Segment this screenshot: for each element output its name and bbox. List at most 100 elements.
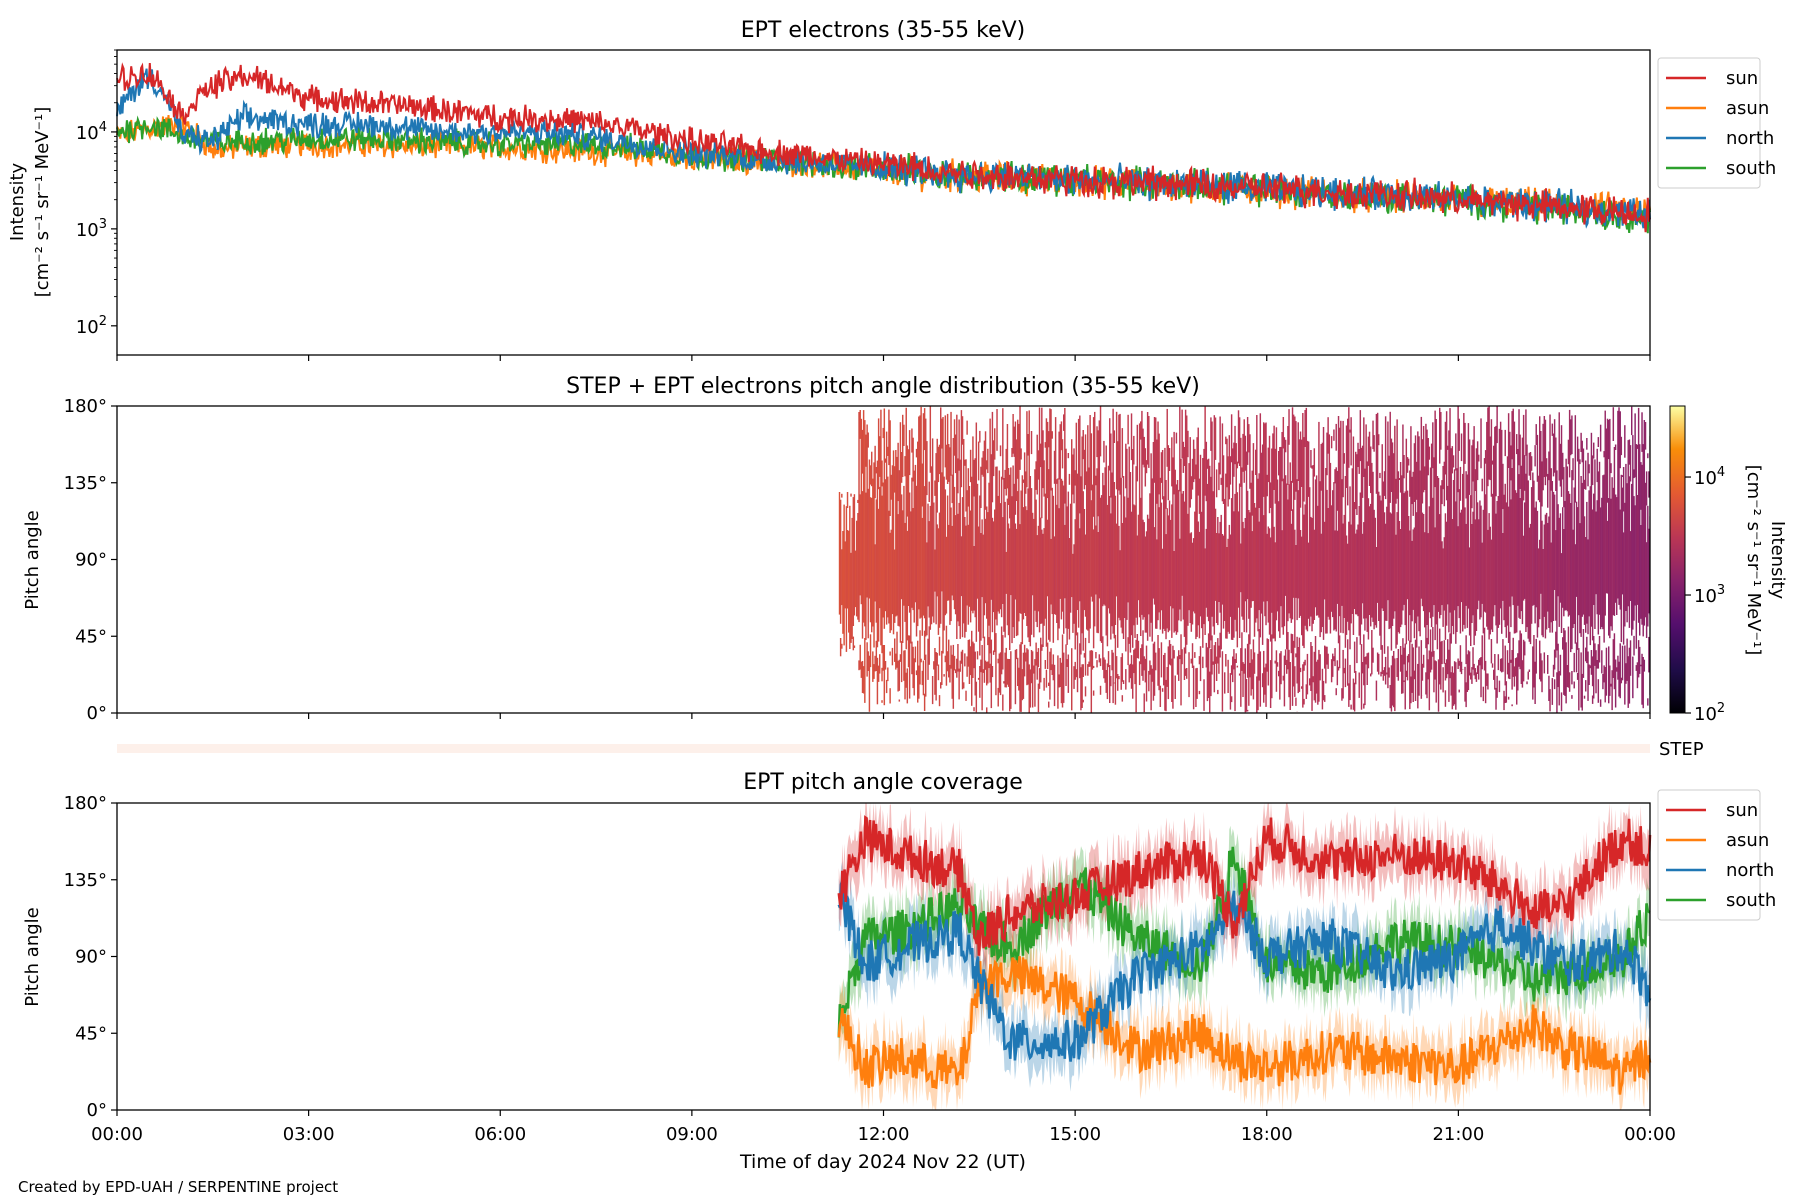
pad-cell xyxy=(1045,418,1048,647)
pad-cell xyxy=(1040,443,1042,468)
pad-cell xyxy=(1633,469,1635,479)
pad-cell xyxy=(1149,660,1151,675)
pad-cell xyxy=(1330,659,1333,683)
pad-cell xyxy=(1230,414,1233,463)
pad-cell xyxy=(1525,409,1527,456)
pad-cell xyxy=(1365,656,1367,665)
pad-cell xyxy=(934,648,936,695)
coverage-y-tick-label: 0° xyxy=(87,1100,107,1121)
pad-cell xyxy=(944,415,947,468)
pad-cell xyxy=(1118,525,1120,618)
pad-cell xyxy=(1321,442,1324,627)
pad-cell xyxy=(1080,476,1082,655)
pad-cell xyxy=(1240,437,1242,487)
pad-cell xyxy=(1560,425,1563,497)
pad-cell xyxy=(1535,501,1537,608)
pad-cell xyxy=(1288,409,1290,445)
pad-cell xyxy=(1197,427,1199,496)
pad-cell xyxy=(987,661,989,684)
pad-cell xyxy=(1115,411,1118,490)
pad-cell xyxy=(1230,696,1233,703)
pad-cell xyxy=(1107,651,1110,668)
pad-cell xyxy=(920,658,922,663)
pad-cell xyxy=(977,677,980,680)
pad-cell xyxy=(858,412,860,623)
pad-cell xyxy=(938,636,941,656)
pad-cell xyxy=(912,508,914,611)
pad-cell xyxy=(1644,422,1647,450)
pad-cell xyxy=(952,644,955,709)
pad-cell xyxy=(1336,660,1339,686)
pad-cell xyxy=(1466,474,1469,628)
pad-cell xyxy=(1090,500,1093,597)
pad-cell xyxy=(1052,654,1055,681)
pad-cell xyxy=(957,644,959,672)
pad-cell xyxy=(1366,461,1368,632)
pad-cell xyxy=(1159,477,1162,630)
pad-cell xyxy=(1642,444,1644,637)
time-axis: 00:00 03:00 06:00 09:00 12:00 15:00 18:00 21:00… xyxy=(91,355,1676,1145)
pad-cell xyxy=(963,682,965,689)
coverage-panel: EPT pitch angle coverage 0°45°90°135°180… xyxy=(22,770,1776,1121)
pad-cell xyxy=(1266,474,1268,497)
pad-cell xyxy=(1443,537,1446,611)
pad-cell xyxy=(1242,433,1244,472)
pad-cell xyxy=(1378,491,1380,621)
pad-cell xyxy=(1190,658,1193,664)
pad-cell xyxy=(1509,631,1511,680)
pad-cell xyxy=(1605,647,1608,696)
pad-cell xyxy=(1082,699,1084,703)
pad-cell xyxy=(1022,507,1025,620)
pad-cell xyxy=(1551,678,1554,705)
time-axis-tick-label: 15:00 xyxy=(1049,1124,1101,1145)
pad-cell xyxy=(1459,645,1462,672)
pad-cell xyxy=(1553,649,1556,670)
pad-cell xyxy=(872,478,874,627)
pad-cell xyxy=(1161,688,1164,692)
pad-cell xyxy=(904,456,906,477)
pad-cell xyxy=(1171,658,1173,702)
pad-cell xyxy=(1027,649,1029,685)
pad-cell xyxy=(1334,469,1336,484)
pad-cell xyxy=(864,420,866,627)
pad-cell xyxy=(1432,627,1434,657)
pad-cell xyxy=(1370,446,1372,494)
pad-cell xyxy=(1481,635,1483,670)
pad-cell xyxy=(1106,663,1109,700)
pad-cell xyxy=(1443,461,1446,507)
pad-cell xyxy=(1228,435,1231,500)
pad-cell xyxy=(1125,669,1127,690)
pad-cell xyxy=(1353,641,1356,673)
pad-cell xyxy=(1487,529,1489,630)
pad-cell xyxy=(839,499,842,624)
pad-cell xyxy=(969,510,972,623)
pad-cell xyxy=(969,646,972,676)
pad-cell xyxy=(1218,533,1220,602)
pad-cell xyxy=(1214,417,1217,460)
pad-cell xyxy=(1497,654,1500,671)
pad-cell xyxy=(1160,452,1163,483)
pad-cell xyxy=(1633,496,1635,621)
pad-cell xyxy=(1305,407,1308,630)
pad-cell xyxy=(1409,530,1411,616)
pad-cell xyxy=(1471,667,1473,684)
time-axis-tick-label: 21:00 xyxy=(1432,1124,1484,1145)
pad-cell xyxy=(918,416,920,610)
pad-cell xyxy=(881,495,883,654)
pad-cell xyxy=(928,481,930,502)
pad-cell xyxy=(1534,445,1536,467)
pad-cell xyxy=(1152,442,1155,599)
pad-cell xyxy=(1066,659,1068,667)
pad-cell xyxy=(1158,507,1160,613)
pad-y-tick-label: 180° xyxy=(64,396,107,417)
pad-cell xyxy=(966,420,968,435)
pad-cell xyxy=(1143,656,1145,671)
pad-cell xyxy=(999,652,1002,696)
pad-cell xyxy=(1110,513,1112,640)
pad-cell xyxy=(1299,431,1302,508)
pad-cell xyxy=(980,533,982,641)
pad-cell xyxy=(1387,421,1389,601)
pad-cell xyxy=(1017,657,1019,686)
